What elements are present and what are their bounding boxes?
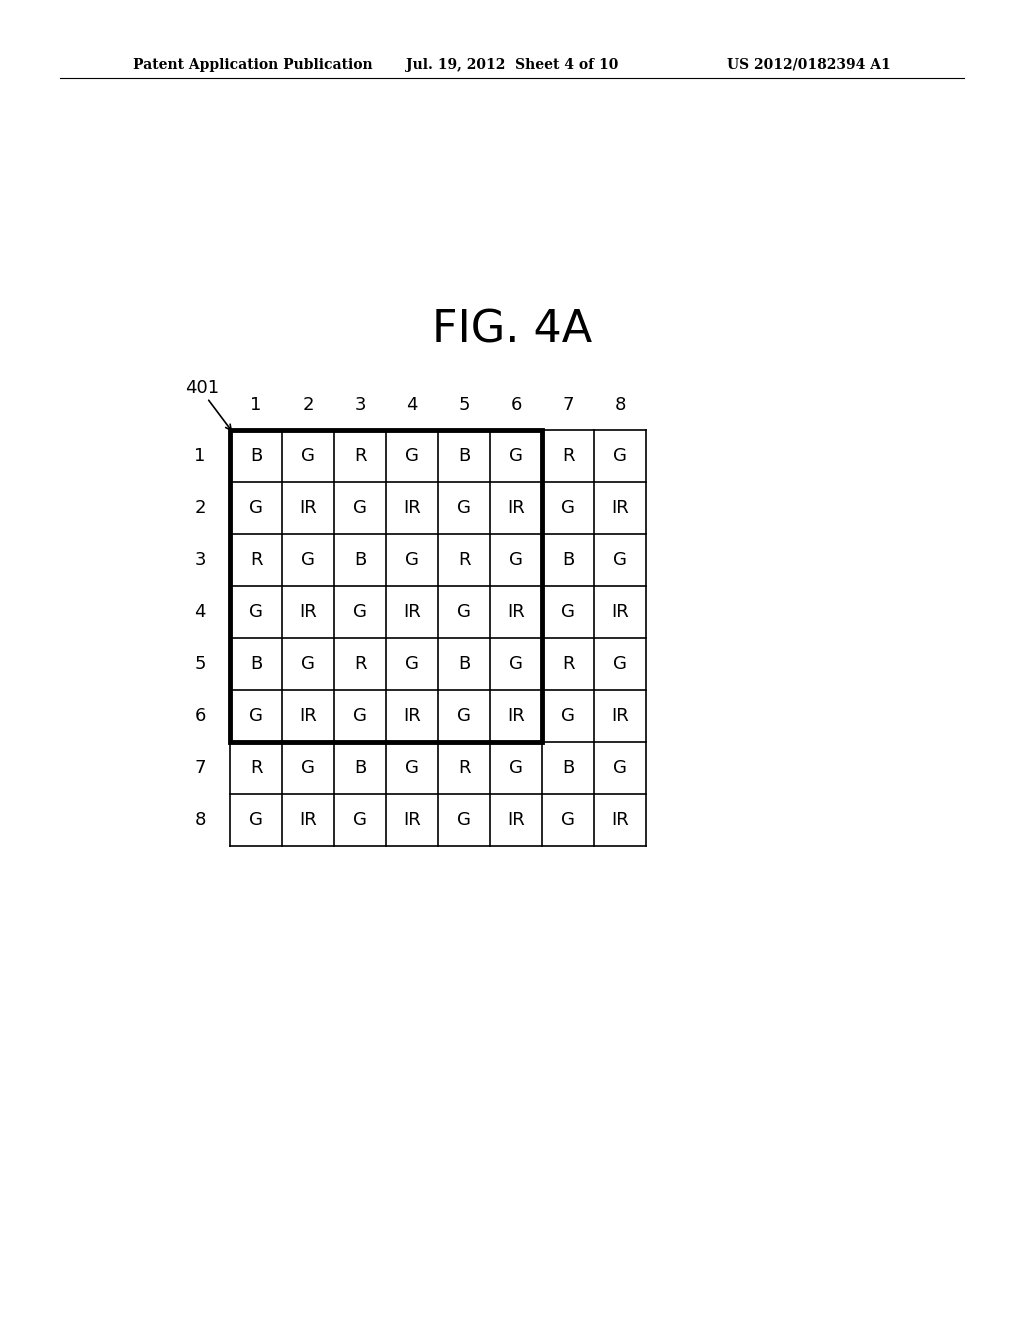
- Text: IR: IR: [403, 810, 421, 829]
- Text: IR: IR: [611, 810, 629, 829]
- Text: IR: IR: [403, 708, 421, 725]
- Text: IR: IR: [507, 810, 525, 829]
- Text: 3: 3: [195, 550, 206, 569]
- Text: G: G: [301, 759, 315, 777]
- Text: R: R: [458, 550, 470, 569]
- Text: 2: 2: [195, 499, 206, 517]
- Text: FIG. 4A: FIG. 4A: [432, 309, 592, 351]
- Text: IR: IR: [611, 499, 629, 517]
- Text: G: G: [406, 655, 419, 673]
- Text: 4: 4: [195, 603, 206, 620]
- Text: B: B: [250, 655, 262, 673]
- Text: IR: IR: [299, 810, 316, 829]
- Text: G: G: [301, 655, 315, 673]
- Text: IR: IR: [507, 708, 525, 725]
- Text: G: G: [509, 655, 523, 673]
- Text: R: R: [562, 447, 574, 465]
- Text: G: G: [353, 810, 367, 829]
- Text: G: G: [613, 759, 627, 777]
- Text: G: G: [457, 810, 471, 829]
- Text: G: G: [457, 708, 471, 725]
- Text: B: B: [458, 447, 470, 465]
- Text: 5: 5: [195, 655, 206, 673]
- Text: 4: 4: [407, 396, 418, 414]
- Text: 1: 1: [250, 396, 262, 414]
- Text: G: G: [561, 603, 574, 620]
- Text: 401: 401: [185, 379, 219, 397]
- Text: 1: 1: [195, 447, 206, 465]
- Text: R: R: [353, 447, 367, 465]
- Text: G: G: [613, 655, 627, 673]
- Text: 3: 3: [354, 396, 366, 414]
- Text: IR: IR: [611, 708, 629, 725]
- Text: B: B: [562, 759, 574, 777]
- Text: 6: 6: [510, 396, 521, 414]
- Text: G: G: [613, 550, 627, 569]
- Text: 7: 7: [195, 759, 206, 777]
- Text: 6: 6: [195, 708, 206, 725]
- Text: IR: IR: [403, 499, 421, 517]
- Text: B: B: [562, 550, 574, 569]
- Text: Jul. 19, 2012  Sheet 4 of 10: Jul. 19, 2012 Sheet 4 of 10: [406, 58, 618, 73]
- Text: Patent Application Publication: Patent Application Publication: [133, 58, 373, 73]
- Text: R: R: [562, 655, 574, 673]
- Text: IR: IR: [507, 603, 525, 620]
- Text: R: R: [250, 550, 262, 569]
- Text: IR: IR: [299, 499, 316, 517]
- Text: G: G: [249, 810, 263, 829]
- Text: R: R: [250, 759, 262, 777]
- Text: G: G: [561, 499, 574, 517]
- Text: IR: IR: [299, 708, 316, 725]
- Text: B: B: [250, 447, 262, 465]
- Text: R: R: [353, 655, 367, 673]
- Text: 7: 7: [562, 396, 573, 414]
- Text: R: R: [458, 759, 470, 777]
- Text: G: G: [249, 708, 263, 725]
- Text: 8: 8: [614, 396, 626, 414]
- Text: B: B: [354, 759, 367, 777]
- Text: G: G: [301, 447, 315, 465]
- Text: G: G: [509, 759, 523, 777]
- Text: G: G: [561, 810, 574, 829]
- Text: B: B: [458, 655, 470, 673]
- Text: G: G: [353, 603, 367, 620]
- Text: 8: 8: [195, 810, 206, 829]
- Text: US 2012/0182394 A1: US 2012/0182394 A1: [727, 58, 891, 73]
- Text: 2: 2: [302, 396, 313, 414]
- Text: G: G: [457, 603, 471, 620]
- Text: G: G: [406, 759, 419, 777]
- Text: IR: IR: [611, 603, 629, 620]
- Text: G: G: [353, 499, 367, 517]
- Text: G: G: [249, 603, 263, 620]
- Text: G: G: [249, 499, 263, 517]
- Text: B: B: [354, 550, 367, 569]
- Bar: [230, 430, 542, 742]
- Text: G: G: [561, 708, 574, 725]
- Text: IR: IR: [299, 603, 316, 620]
- Text: G: G: [406, 447, 419, 465]
- Text: IR: IR: [507, 499, 525, 517]
- Text: G: G: [509, 550, 523, 569]
- Text: G: G: [613, 447, 627, 465]
- Text: G: G: [457, 499, 471, 517]
- Text: 5: 5: [459, 396, 470, 414]
- Text: IR: IR: [403, 603, 421, 620]
- Text: G: G: [406, 550, 419, 569]
- Text: G: G: [301, 550, 315, 569]
- Text: G: G: [353, 708, 367, 725]
- Text: G: G: [509, 447, 523, 465]
